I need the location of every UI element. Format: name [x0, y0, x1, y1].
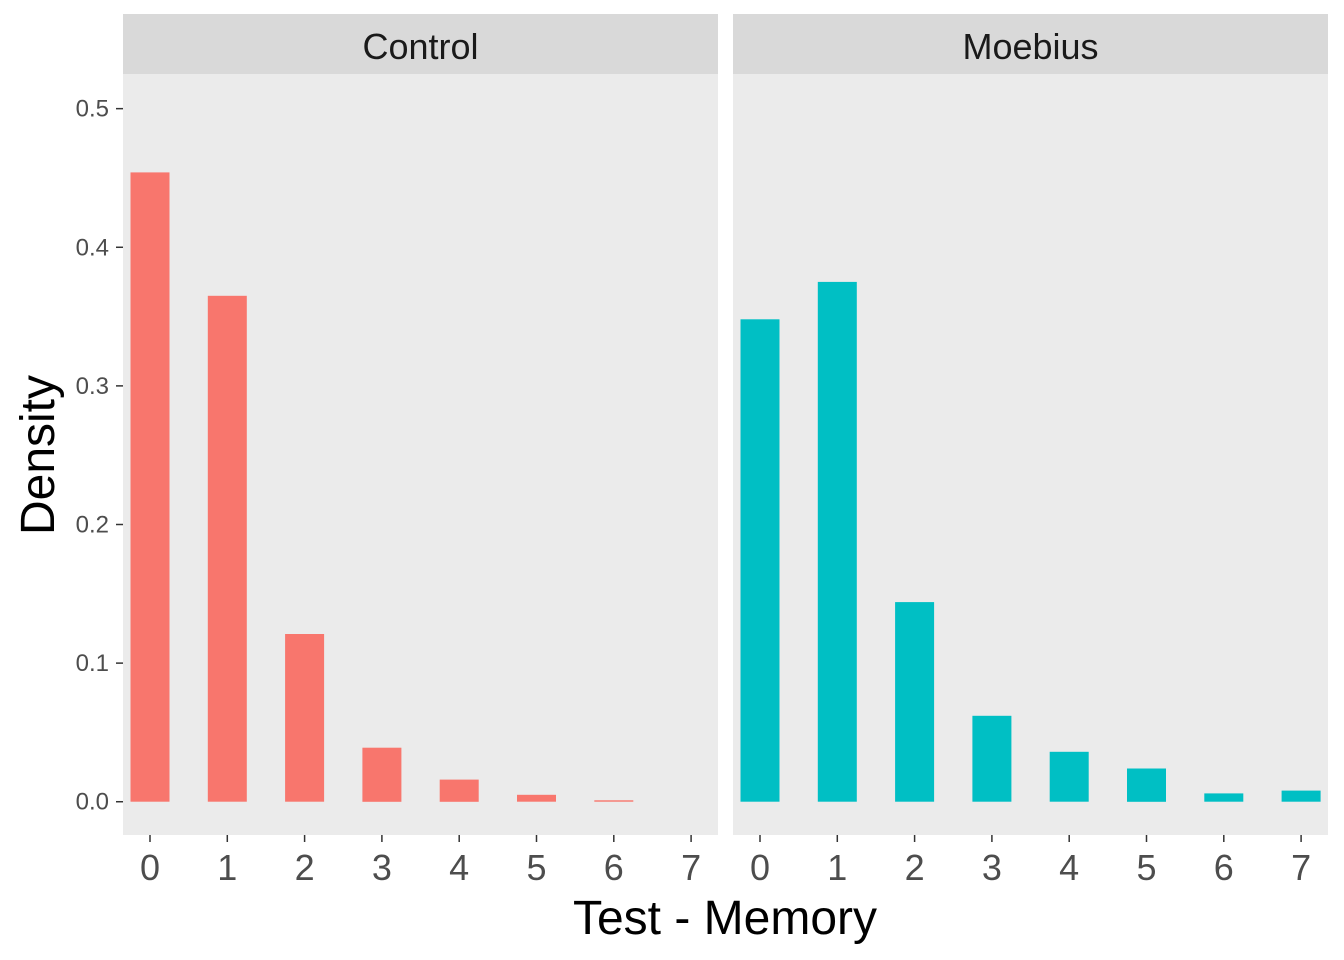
bar-moebius-5 [1127, 768, 1166, 802]
bar-moebius-4 [1049, 751, 1089, 802]
bar-control-1 [207, 295, 247, 802]
strip-label-control: Control [362, 26, 478, 67]
x-tick-label: 4 [1059, 847, 1079, 888]
bar-control-0 [130, 172, 170, 802]
bar-control-2 [285, 634, 325, 802]
bar-moebius-6 [1204, 793, 1244, 802]
bar-control-4 [439, 779, 479, 802]
y-tick-label: 0.4 [76, 234, 109, 261]
y-axis: 0.0 0.1 0.2 0.3 0.4 0.5 [76, 96, 123, 816]
x-axis-title: Test - Memory [573, 892, 877, 945]
bar-moebius-0 [740, 319, 780, 802]
x-tick-label: 3 [982, 847, 1002, 888]
x-tick-label: 7 [1291, 847, 1311, 888]
strip-background-moebius [733, 14, 1328, 74]
y-tick-label: 0.5 [76, 96, 109, 123]
panel-moebius: Moebius [733, 14, 1328, 835]
x-tick-label: 2 [905, 847, 925, 888]
x-tick-label: 5 [1136, 847, 1156, 888]
panel-control: Control [123, 14, 718, 835]
bars-moebius [740, 281, 1321, 802]
bar-control-3 [362, 747, 402, 802]
bar-moebius-3 [972, 715, 1012, 802]
x-tick-label: 2 [295, 847, 315, 888]
x-tick-label: 6 [1214, 847, 1234, 888]
x-tick-label: 1 [827, 847, 847, 888]
y-tick-label: 0.2 [76, 512, 109, 539]
x-axis-moebius: 0 1 2 3 4 5 6 7 [750, 835, 1311, 888]
strip-label-moebius: Moebius [962, 26, 1098, 67]
x-axis-control: 0 1 2 3 4 5 6 7 [140, 835, 701, 888]
bar-moebius-2 [895, 602, 935, 802]
y-tick-label: 0.0 [76, 789, 109, 816]
bar-control-6 [594, 800, 634, 802]
x-tick-label: 6 [604, 847, 624, 888]
bar-control-5 [517, 794, 556, 802]
x-tick-label: 5 [526, 847, 546, 888]
y-tick-label: 0.1 [76, 650, 109, 677]
strip-background-control [123, 14, 718, 74]
bar-moebius-7 [1281, 790, 1321, 802]
bars-control [130, 172, 634, 802]
x-tick-label: 0 [750, 847, 770, 888]
x-tick-label: 1 [217, 847, 237, 888]
y-axis-title: Density [12, 375, 65, 535]
x-tick-label: 0 [140, 847, 160, 888]
x-tick-label: 3 [372, 847, 392, 888]
y-tick-label: 0.3 [76, 373, 109, 400]
bar-moebius-1 [817, 281, 857, 802]
x-tick-label: 7 [681, 847, 701, 888]
x-tick-label: 4 [449, 847, 469, 888]
